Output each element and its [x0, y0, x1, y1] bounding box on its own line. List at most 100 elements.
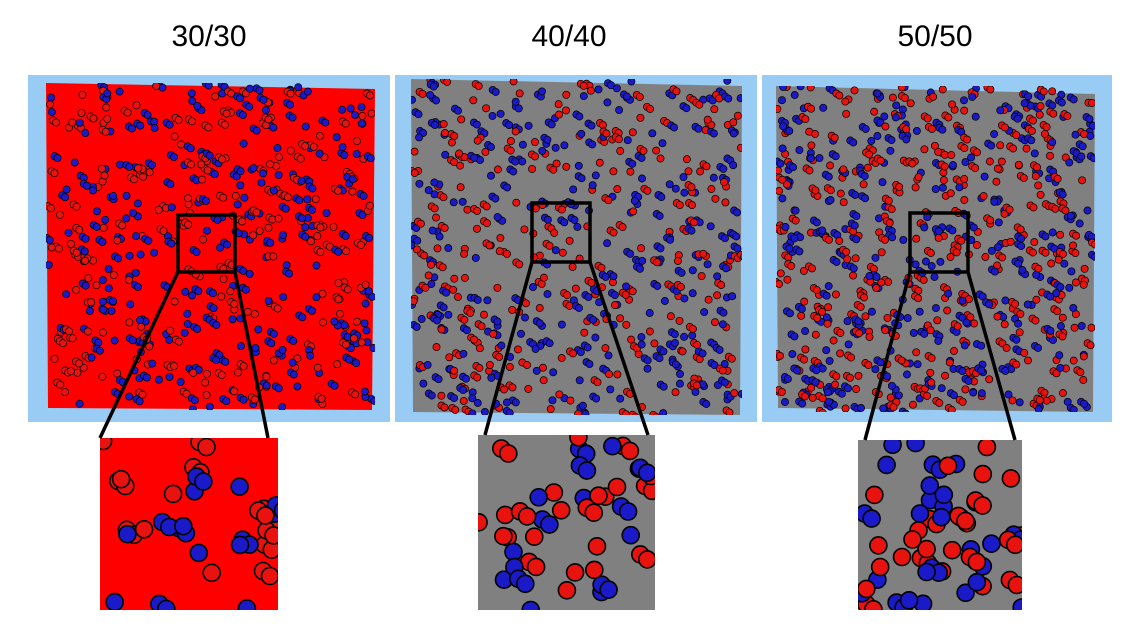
- particle: [729, 129, 738, 138]
- particle: [620, 441, 640, 461]
- particle: [1035, 396, 1044, 405]
- particle: [688, 201, 696, 210]
- particle: [653, 282, 662, 290]
- particle: [493, 317, 502, 326]
- particle: [892, 101, 901, 110]
- particle: [532, 366, 541, 375]
- particle: [886, 393, 895, 402]
- particle: [584, 503, 604, 523]
- particle: [459, 385, 468, 394]
- particle: [947, 406, 956, 412]
- particle: [1015, 328, 1024, 337]
- particle: [460, 315, 469, 324]
- particle: [920, 329, 929, 338]
- particle: [931, 185, 940, 194]
- particle: [955, 183, 964, 192]
- particle: [132, 232, 140, 241]
- particle: [587, 278, 596, 287]
- particle: [125, 275, 133, 284]
- particle: [264, 526, 278, 545]
- particle: [846, 373, 854, 382]
- particle: [266, 238, 275, 247]
- particle: [562, 106, 570, 115]
- particle: [505, 408, 514, 415]
- particle: [252, 126, 261, 135]
- particle: [1028, 248, 1037, 257]
- particle: [236, 181, 245, 190]
- particle: [547, 120, 556, 129]
- particle: [1023, 300, 1032, 309]
- particle: [47, 108, 56, 116]
- particle: [47, 93, 56, 102]
- particle: [643, 364, 652, 373]
- particle: [990, 130, 999, 139]
- particle: [849, 138, 858, 147]
- particle: [1012, 360, 1021, 369]
- particle: [943, 306, 952, 315]
- particle: [733, 208, 742, 217]
- particle: [626, 167, 635, 176]
- particle: [456, 161, 465, 170]
- particle: [170, 297, 179, 306]
- particle: [145, 168, 154, 177]
- particle: [1080, 264, 1089, 273]
- particle: [861, 125, 870, 133]
- particle: [177, 140, 185, 149]
- particle: [917, 539, 936, 559]
- particle: [46, 260, 53, 269]
- particle: [1079, 376, 1088, 384]
- particle: [643, 356, 652, 365]
- particle: [897, 356, 906, 365]
- particle: [615, 106, 624, 115]
- particle: [203, 166, 212, 175]
- particle: [884, 196, 893, 205]
- particle: [130, 175, 139, 184]
- particle: [262, 381, 271, 390]
- particle: [288, 113, 297, 122]
- particle: [1009, 144, 1018, 153]
- particle: [857, 404, 865, 412]
- particle: [844, 384, 852, 393]
- particle: [676, 282, 685, 291]
- particle: [183, 309, 192, 318]
- particle: [577, 129, 586, 138]
- particle: [482, 202, 491, 211]
- particle: [799, 266, 808, 275]
- particle: [1032, 295, 1041, 304]
- particle: [95, 346, 104, 355]
- particle: [909, 328, 918, 337]
- particle: [330, 317, 339, 326]
- particle: [434, 375, 443, 384]
- particle: [186, 144, 195, 153]
- particle: [474, 82, 483, 91]
- particle: [636, 264, 644, 273]
- particle: [849, 271, 858, 280]
- particle: [157, 599, 176, 610]
- particle: [199, 235, 208, 244]
- particle: [1087, 323, 1095, 332]
- particle: [109, 271, 118, 280]
- particle: [940, 162, 949, 171]
- particle: [818, 394, 827, 403]
- particle: [727, 354, 736, 363]
- particle: [798, 399, 807, 408]
- particle: [274, 214, 283, 223]
- particle: [334, 295, 343, 304]
- particle: [902, 135, 911, 144]
- particle: [818, 226, 827, 235]
- particle: [783, 375, 792, 383]
- particle: [692, 381, 701, 390]
- particle: [75, 118, 84, 127]
- particle: [562, 162, 571, 171]
- particle: [1027, 136, 1036, 145]
- particle: [317, 394, 326, 403]
- particle: [202, 391, 211, 399]
- particle: [322, 209, 331, 218]
- particle: [449, 285, 458, 294]
- particle: [278, 403, 287, 410]
- particle: [46, 204, 55, 213]
- particle: [579, 81, 588, 90]
- particle: [978, 292, 987, 301]
- particle: [455, 149, 464, 158]
- particle: [876, 156, 885, 165]
